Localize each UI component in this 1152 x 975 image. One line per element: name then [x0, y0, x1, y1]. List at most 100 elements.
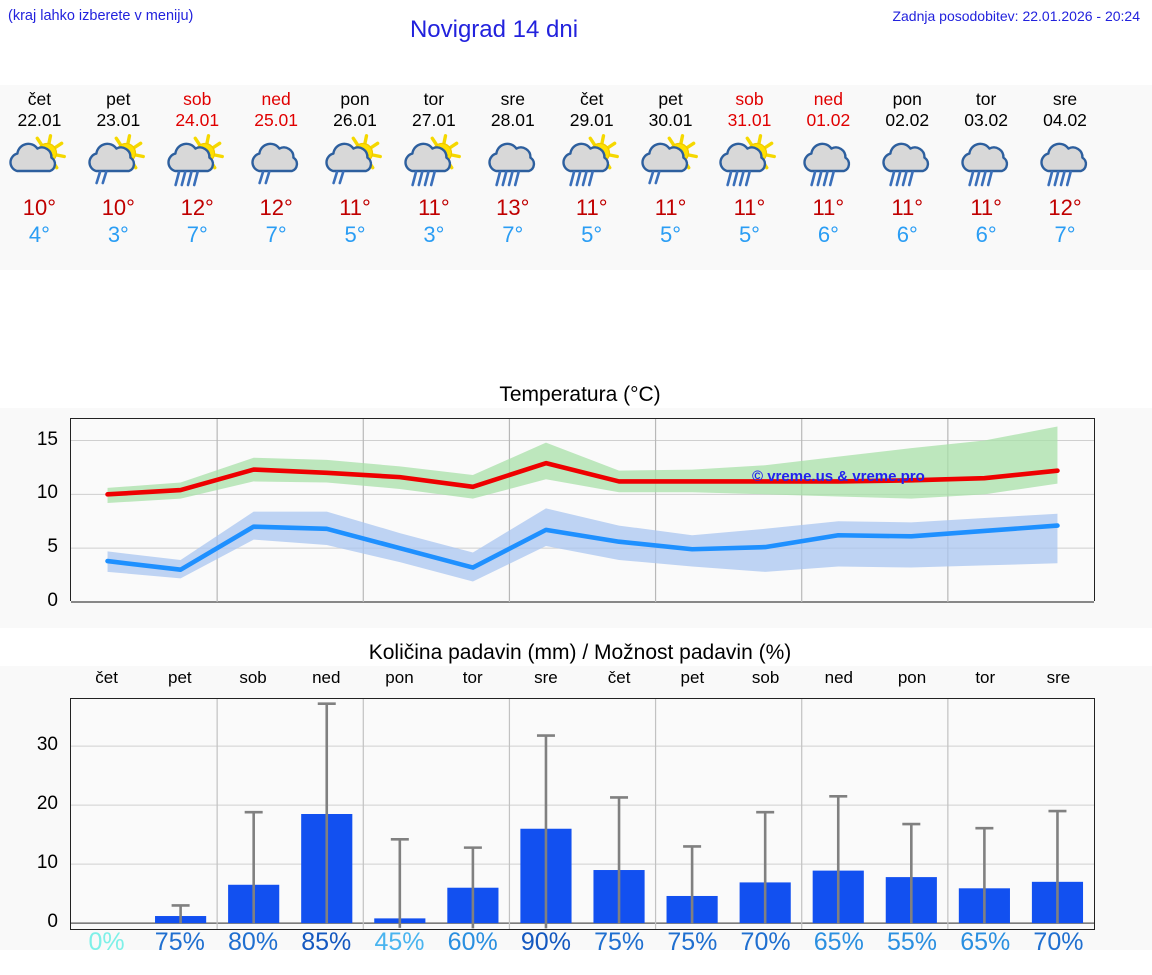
min-temperature: 7° — [265, 222, 287, 247]
precipitation-chart-title: Količina padavin (mm) / Možnost padavin … — [0, 640, 1152, 666]
precip-day-label: čet — [607, 668, 631, 687]
max-temperature: 12° — [259, 195, 293, 220]
day-date: 01.02 — [806, 110, 851, 130]
y-tick-label: 10 — [36, 852, 58, 874]
daily-forecast-strip: čet 22.01 10° 4° pet 23.01 10° 3° sob 24.01 12° 7° n… — [0, 85, 1152, 270]
precip-day-label: pon — [385, 668, 414, 687]
precip-day-label: ned — [824, 668, 853, 687]
precipitation-probability: 65% — [813, 928, 864, 956]
precip-day-label: pet — [680, 668, 705, 687]
max-temperature: 10° — [22, 195, 57, 220]
temperature-plot-area — [70, 418, 1095, 603]
precipitation-probability: 80% — [228, 928, 279, 956]
day-name: pon — [892, 89, 922, 109]
sun-cloud-icon — [7, 134, 71, 192]
precip-day-label: pet — [168, 668, 192, 687]
location-menu-note[interactable]: (kraj lahko izberete v meniju) — [8, 8, 194, 24]
day-column[interactable]: tor 03.02 11° 6° — [947, 85, 1026, 270]
y-tick-label: 5 — [47, 536, 58, 558]
last-updated-label: Zadnja posodobitev: 22.01.2026 - 20:24 — [892, 8, 1140, 24]
precip-day-label: sre — [534, 668, 558, 687]
day-column[interactable]: sre 04.02 12° 7° — [1026, 85, 1105, 270]
min-temperature: 3° — [423, 222, 445, 247]
day-date: 03.02 — [964, 110, 1009, 130]
sun-cloud-rain-icon — [717, 134, 781, 192]
y-tick-label: 15 — [36, 428, 58, 450]
day-name: ned — [813, 89, 843, 109]
day-name: tor — [423, 89, 445, 109]
min-temperature: 4° — [28, 222, 50, 247]
precip-day-label: tor — [462, 668, 483, 687]
max-temperature: 13° — [496, 195, 530, 220]
day-date: 02.02 — [885, 110, 930, 130]
cloud-rain-icon — [875, 134, 939, 192]
precip-day-label: čet — [95, 668, 118, 687]
day-date: 29.01 — [569, 110, 614, 130]
cloud-rain-light-icon — [244, 134, 308, 192]
precipitation-chart: Količina padavin (mm) / Možnost padavin … — [0, 640, 1152, 956]
sun-cloud-rain-light-icon — [639, 134, 703, 192]
max-temperature: 11° — [891, 195, 924, 220]
precipitation-probability: 60% — [447, 928, 498, 956]
min-temperature: 7° — [502, 222, 524, 247]
day-name: sre — [500, 89, 525, 109]
precipitation-probability: 75% — [667, 928, 718, 956]
day-column[interactable]: ned 25.01 12° 7° — [237, 85, 316, 270]
min-temperature: 7° — [1054, 222, 1076, 247]
precipitation-bars-svg — [71, 699, 1094, 929]
day-column[interactable]: sob 31.01 11° 5° — [710, 85, 789, 270]
max-temperature: 10° — [101, 195, 135, 220]
day-column[interactable]: pon 26.01 11° 5° — [316, 85, 395, 270]
precipitation-probability: 75% — [154, 928, 205, 956]
copyright-watermark: © vreme.us & vreme.pro — [752, 468, 925, 485]
page-title: Novigrad 14 dni — [409, 16, 579, 43]
y-tick-label: 20 — [36, 793, 58, 815]
precip-day-label: sob — [751, 668, 780, 687]
precipitation-probability: 90% — [520, 928, 571, 956]
day-column[interactable]: čet 29.01 11° 5° — [552, 85, 631, 270]
day-date: 25.01 — [254, 110, 299, 130]
max-temperature: 12° — [180, 195, 214, 220]
min-temperature: 7° — [186, 222, 208, 247]
precipitation-plot-area — [70, 698, 1095, 930]
precipitation-probability: 45% — [374, 928, 425, 956]
min-temperature: 3° — [107, 222, 129, 247]
max-temperature: 11° — [575, 195, 608, 220]
day-name: sob — [735, 89, 764, 109]
precipitation-day-labels: čet pet sob ned pon tor sre čet pet sob ned pon tor s… — [70, 668, 1095, 692]
day-column[interactable]: pon 02.02 11° 6° — [868, 85, 947, 270]
max-temperature: 11° — [418, 195, 450, 220]
max-temperature: 12° — [1048, 195, 1082, 220]
day-column[interactable]: čet 22.01 10° 4° — [0, 85, 79, 270]
min-temperature: 6° — [896, 222, 918, 247]
day-column[interactable]: pet 23.01 10° 3° — [79, 85, 158, 270]
day-date: 30.01 — [648, 110, 693, 130]
day-column[interactable]: ned 01.02 11° 6° — [789, 85, 868, 270]
temperature-y-axis: 0 5 10 15 — [0, 418, 66, 611]
max-temperature: 11° — [812, 195, 845, 220]
day-name: sre — [1052, 89, 1078, 109]
min-temperature: 6° — [975, 222, 997, 247]
precipitation-probability: 70% — [740, 928, 791, 956]
day-column[interactable]: tor 27.01 11° 3° — [394, 85, 473, 270]
precip-day-label: sob — [239, 668, 267, 687]
day-name: tor — [975, 89, 997, 109]
precip-day-label: tor — [975, 668, 996, 687]
day-name: čet — [580, 89, 604, 109]
day-date: 26.01 — [333, 110, 377, 130]
precip-day-label: sre — [1046, 668, 1071, 687]
sun-cloud-rain-icon — [402, 134, 466, 192]
day-name: čet — [27, 89, 52, 109]
day-date: 04.02 — [1043, 110, 1087, 130]
cloud-rain-icon — [954, 134, 1018, 192]
sun-cloud-rain-icon — [560, 134, 624, 192]
max-temperature: 11° — [733, 195, 766, 220]
max-temperature: 11° — [654, 195, 687, 220]
min-temperature: 5° — [581, 222, 603, 247]
day-column[interactable]: sob 24.01 12° 7° — [158, 85, 237, 270]
day-column[interactable]: sre 28.01 13° 7° — [473, 85, 552, 270]
y-tick-label: 0 — [47, 590, 58, 611]
day-date: 24.01 — [175, 110, 220, 130]
day-column[interactable]: pet 30.01 11° 5° — [631, 85, 710, 270]
y-tick-label: 0 — [47, 911, 58, 933]
